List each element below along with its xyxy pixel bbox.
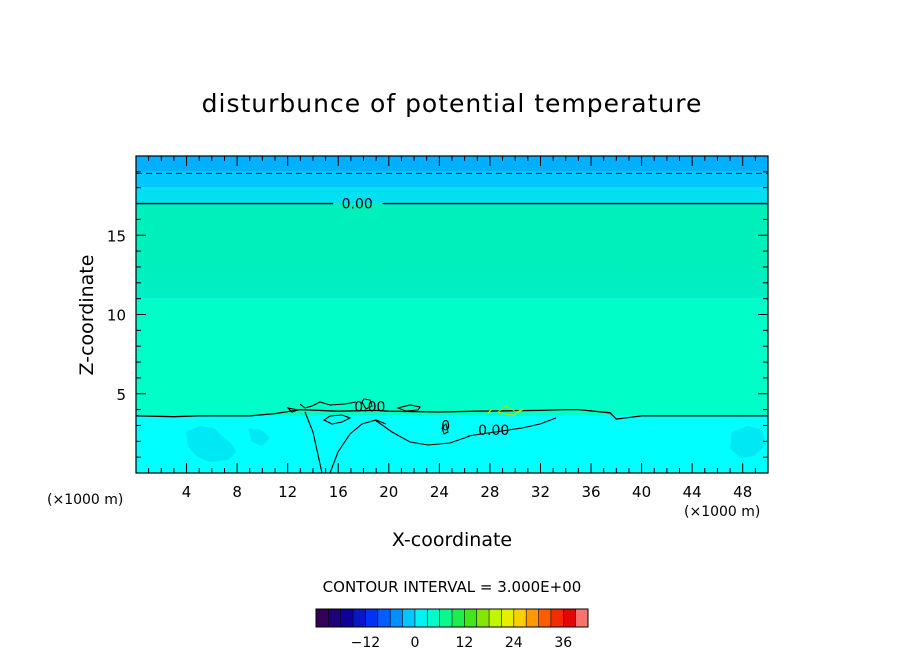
axis-ticks bbox=[136, 156, 768, 473]
x-axis-label: X-coordinate bbox=[392, 529, 512, 551]
y-tick-label: 5 bbox=[116, 386, 126, 404]
contour-label: 0.00 bbox=[342, 197, 373, 213]
contour-label: 0 bbox=[441, 418, 450, 434]
colorbar-swatch bbox=[340, 609, 354, 627]
colorbar-swatch bbox=[365, 609, 379, 627]
shading-patches bbox=[186, 426, 766, 462]
y-axis-label: Z-coordinate bbox=[76, 255, 98, 376]
x-tick-label: 28 bbox=[480, 483, 499, 501]
colorbar-swatch bbox=[464, 609, 478, 627]
shading-patch-1 bbox=[248, 428, 270, 446]
colorbar-swatch bbox=[390, 609, 403, 627]
colorbar-swatch bbox=[550, 609, 564, 627]
contour-segment-7 bbox=[286, 407, 301, 413]
contour-segment-4 bbox=[299, 401, 357, 409]
shading-band-1 bbox=[136, 171, 768, 188]
colorbar-tick-label: 36 bbox=[554, 635, 572, 651]
contour-segment-0 bbox=[304, 411, 323, 473]
zero-contour-lower bbox=[136, 408, 768, 420]
contour-segment-9 bbox=[441, 422, 449, 435]
shading-patch-0 bbox=[186, 426, 236, 462]
colorbar-swatch bbox=[328, 609, 342, 627]
x-tick-label: 40 bbox=[632, 483, 651, 501]
colorbar-swatch bbox=[414, 609, 428, 627]
colorbar-swatch bbox=[575, 609, 589, 627]
x-tick-label: 16 bbox=[329, 483, 348, 501]
chart-title: disturbunce of potential temperature bbox=[202, 89, 703, 118]
x-tick-label: 4 bbox=[182, 483, 192, 501]
contour-segment-2 bbox=[374, 419, 471, 446]
colorbar bbox=[315, 608, 589, 628]
colorbar-swatch bbox=[452, 609, 465, 627]
colorbar-tick-label: 12 bbox=[455, 635, 473, 651]
contour-label: 0.00 bbox=[478, 423, 509, 439]
contour-positive-small bbox=[496, 405, 525, 416]
x-tick-label: 36 bbox=[581, 483, 600, 501]
colorbar-swatch bbox=[353, 609, 366, 627]
contour-lines bbox=[136, 172, 768, 473]
x-unit-label-right: (×1000 m) bbox=[684, 504, 760, 520]
colorbar-tick-labels: −12 0 12 24 36 bbox=[351, 635, 573, 651]
shading-band-4 bbox=[136, 298, 768, 416]
contour-labels: 0.00 0.00 0 0.00 bbox=[342, 197, 510, 440]
y-tick-labels: 5 10 15 bbox=[107, 227, 126, 404]
shading-band-0 bbox=[136, 156, 768, 172]
contour-label: 0.00 bbox=[354, 399, 385, 415]
colorbar-swatch bbox=[538, 609, 552, 627]
colorbar-frame bbox=[315, 608, 589, 628]
x-tick-label: 32 bbox=[531, 483, 550, 501]
colorbar-swatch bbox=[402, 609, 416, 627]
x-tick-label: 24 bbox=[430, 483, 449, 501]
colorbar-swatch bbox=[526, 609, 539, 627]
colorbar-swatch bbox=[513, 609, 527, 627]
colorbar-swatch bbox=[377, 609, 391, 627]
contour-segment-3 bbox=[467, 417, 557, 437]
plot-area bbox=[136, 156, 768, 473]
x-tick-label: 44 bbox=[683, 483, 702, 501]
x-tick-label: 8 bbox=[232, 483, 242, 501]
x-tick-label: 20 bbox=[379, 483, 398, 501]
y-tick-label: 10 bbox=[107, 307, 126, 325]
shading-band-2 bbox=[136, 187, 768, 204]
contour-segment-6 bbox=[396, 404, 421, 412]
shading-band-5 bbox=[136, 415, 768, 473]
colorbar-tick-label: 24 bbox=[505, 635, 523, 651]
contour-segment-8 bbox=[361, 398, 373, 410]
colorbar-swatch bbox=[439, 609, 453, 627]
contour-segment-1 bbox=[329, 419, 387, 473]
contour-segment-5 bbox=[322, 414, 352, 425]
colorbar-swatch bbox=[563, 609, 577, 627]
y-tick-label: 15 bbox=[107, 227, 126, 245]
shading-patch-2 bbox=[730, 426, 766, 458]
x-tick-label: 48 bbox=[733, 483, 752, 501]
colorbar-swatch bbox=[476, 609, 490, 627]
colorbar-tick-label: −12 bbox=[351, 635, 381, 651]
colorbar-swatch bbox=[427, 609, 441, 627]
colorbar-swatch bbox=[316, 609, 329, 627]
colorbar-swatch bbox=[489, 609, 502, 627]
colorbar-tick-label: 0 bbox=[410, 635, 419, 651]
contour-interval-text: CONTOUR INTERVAL = 3.000E+00 bbox=[323, 578, 582, 596]
x-tick-label: 12 bbox=[278, 483, 297, 501]
contour-positive-tick bbox=[487, 408, 493, 414]
x-unit-label-left: (×1000 m) bbox=[47, 492, 123, 508]
colorbar-swatch bbox=[501, 609, 515, 627]
shading-gradient bbox=[136, 266, 768, 299]
x-tick-labels: 4 8 12 16 20 24 28 32 36 40 44 48 bbox=[182, 483, 752, 501]
shading-bands bbox=[136, 156, 768, 473]
